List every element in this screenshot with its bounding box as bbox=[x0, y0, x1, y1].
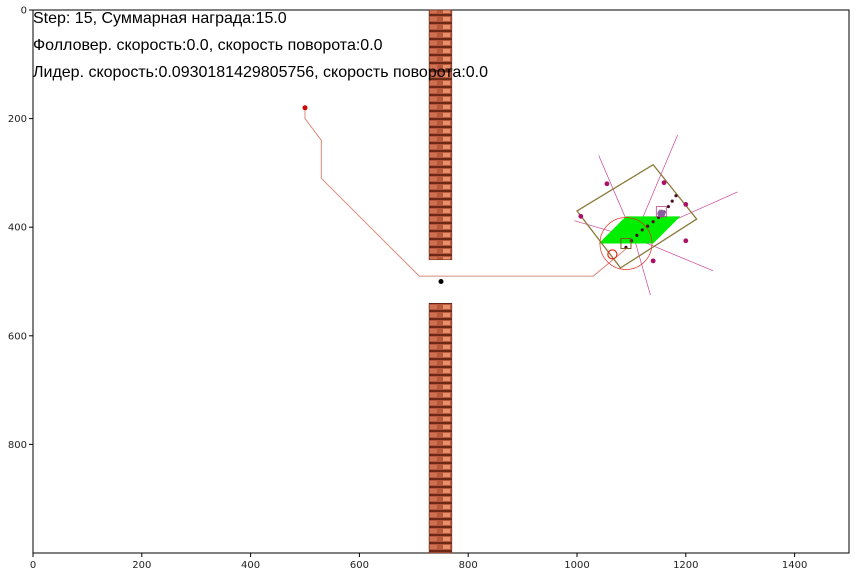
x-tick-label-1400: 1400 bbox=[782, 560, 807, 571]
y-tick-label-400: 400 bbox=[8, 223, 27, 234]
trail-point-4 bbox=[646, 224, 650, 228]
follower-robot bbox=[607, 249, 618, 260]
robot-layer bbox=[574, 134, 738, 296]
follower-box bbox=[576, 163, 698, 269]
sensor-point-4 bbox=[650, 258, 656, 264]
wall-0 bbox=[428, 9, 453, 261]
status-step-reward: Step: 15, Суммарная награда:15.0 bbox=[33, 10, 287, 27]
sensor-point-0 bbox=[604, 181, 610, 187]
x-tick-label-1200: 1200 bbox=[673, 560, 698, 571]
walls bbox=[428, 9, 453, 554]
leader-path bbox=[304, 107, 627, 277]
sensor-ray-4 bbox=[633, 237, 651, 296]
leader-path-layer bbox=[302, 105, 627, 284]
trail-point-5 bbox=[651, 220, 655, 224]
x-tick-label-400: 400 bbox=[241, 560, 260, 571]
trail-point-10 bbox=[674, 194, 678, 198]
wall-1 bbox=[428, 302, 453, 554]
trail-point-3 bbox=[640, 228, 644, 232]
follower-marker-box bbox=[620, 237, 632, 249]
status-follower: Фолловер. скорость:0.0, скорость поворот… bbox=[33, 37, 383, 54]
trail-point-9 bbox=[670, 199, 674, 203]
status-leader: Лидер. скорость:0.0930181429805756, скор… bbox=[33, 64, 488, 81]
sensor-point-5 bbox=[578, 213, 584, 219]
follower-range-circle bbox=[599, 217, 653, 270]
x-tick-label-0: 0 bbox=[30, 560, 36, 571]
goal-point bbox=[438, 279, 444, 284]
x-tick-label-1000: 1000 bbox=[564, 560, 589, 571]
y-tick-label-200: 200 bbox=[8, 114, 27, 125]
start-point bbox=[302, 105, 308, 111]
leader-marker-box bbox=[655, 206, 667, 218]
y-tick-label-600: 600 bbox=[8, 331, 27, 342]
y-tick-label-800: 800 bbox=[8, 440, 27, 451]
sensor-point-2 bbox=[683, 201, 689, 207]
x-tick-label-800: 800 bbox=[459, 560, 478, 571]
trail-point-8 bbox=[666, 204, 670, 209]
axis-ticks: 0 200 400 600 800 1000 1200 1400 0 200 400 600 800 bbox=[8, 6, 807, 572]
leader-zone bbox=[598, 216, 681, 244]
y-tick-label-0: 0 bbox=[21, 6, 27, 17]
trail-point-2 bbox=[635, 233, 639, 237]
x-tick-label-200: 200 bbox=[132, 560, 151, 571]
leader-robot bbox=[657, 209, 666, 218]
sensor-point-3 bbox=[683, 238, 689, 244]
sensor-point-1 bbox=[661, 180, 667, 186]
x-tick-label-600: 600 bbox=[350, 560, 369, 571]
